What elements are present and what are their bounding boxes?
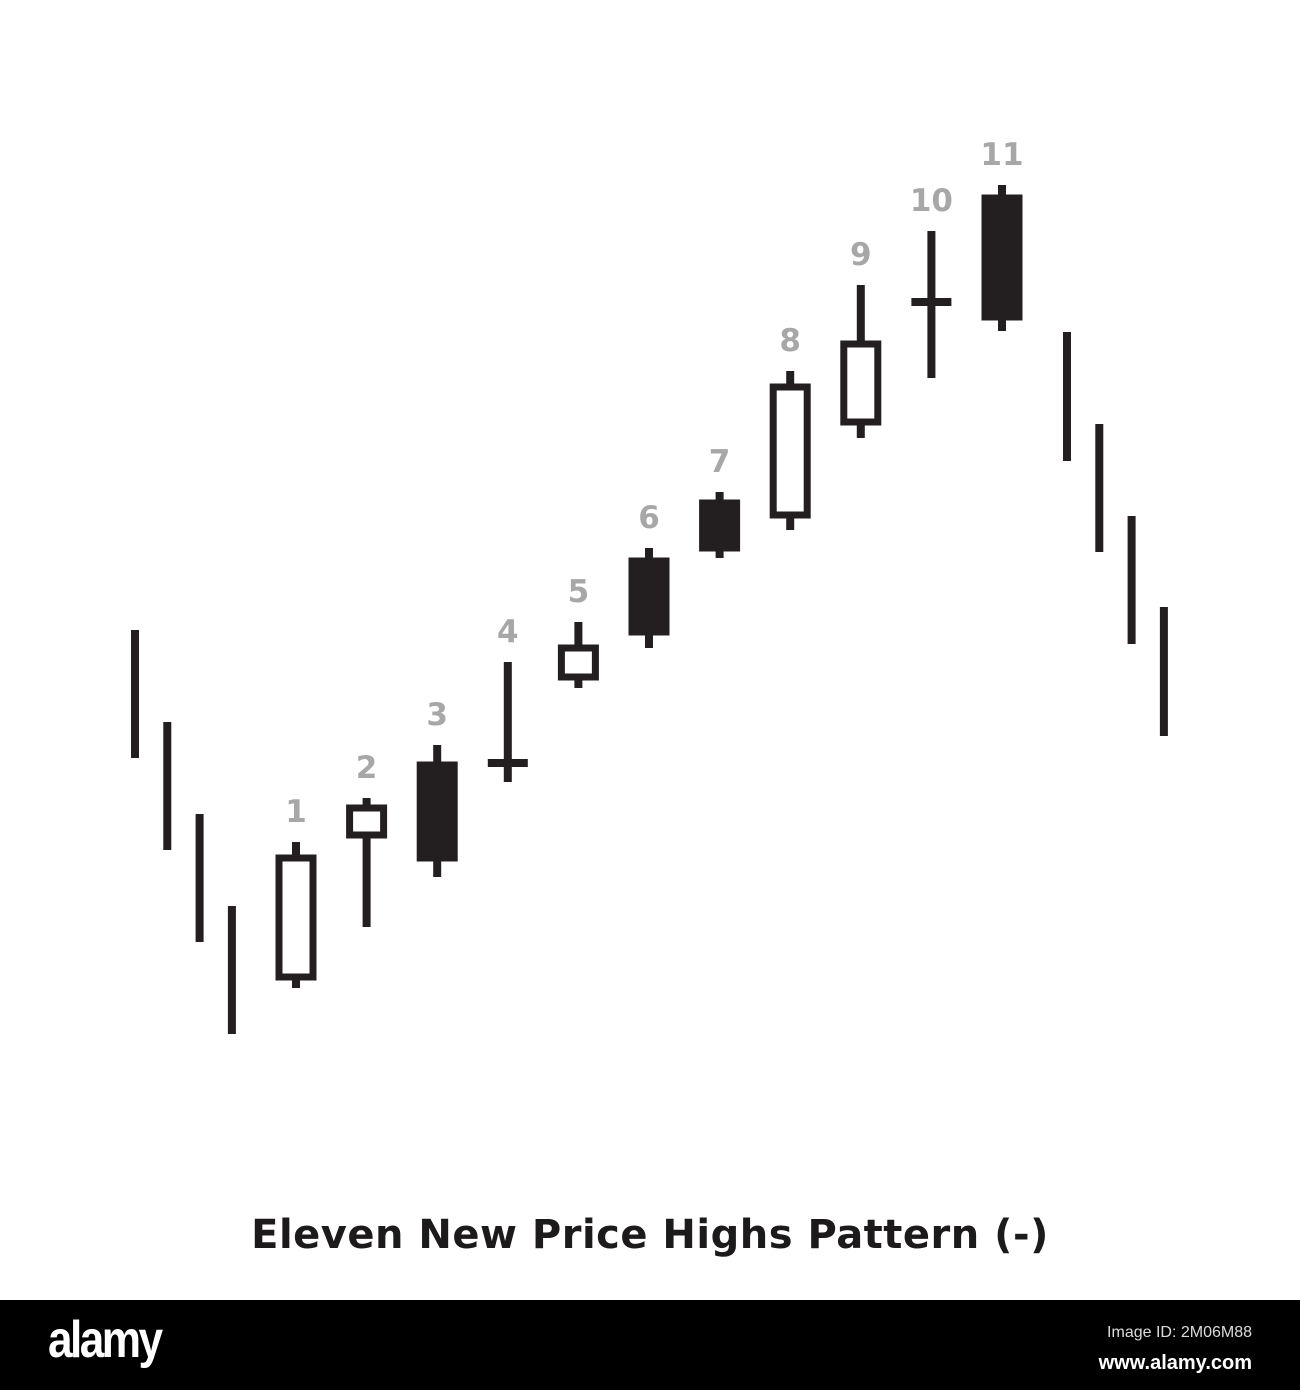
doji-crossbar	[911, 298, 952, 306]
candle-body-bearish	[981, 194, 1023, 321]
watermark-footer: alamy Image ID: 2M06M88 www.alamy.com	[0, 1300, 1300, 1390]
candle-number-label: 7	[709, 444, 731, 480]
watermark-url: www.alamy.com	[1098, 1352, 1252, 1374]
candle-body-bullish	[275, 854, 317, 981]
chart-title: Eleven New Price Highs Pattern (-)	[251, 1212, 1049, 1258]
candle-number-label: 4	[497, 614, 519, 650]
candlestick-chart: 1 2 3 4 5 6 7 8 9 10 11	[131, 137, 1168, 1034]
follow-bar	[1127, 516, 1136, 644]
candle-body-bearish	[628, 557, 670, 636]
follow-bar	[1159, 607, 1168, 736]
lead-in-bar	[227, 906, 236, 1034]
candle-number-label: 11	[980, 137, 1023, 173]
candle-body-bullish	[346, 804, 388, 839]
alamy-logo: alamy	[48, 1311, 163, 1369]
follow-bar	[1063, 332, 1071, 461]
candle-number-label: 3	[426, 697, 448, 733]
candle-body-bullish	[840, 340, 882, 426]
doji-crossbar	[487, 759, 528, 767]
candle-body-bearish	[699, 499, 741, 552]
candle-body-bearish	[416, 761, 458, 862]
candle-wick	[503, 662, 512, 782]
candle-body-bullish	[769, 383, 811, 519]
candle-number-label: 6	[638, 500, 660, 536]
lead-in-bar	[163, 722, 172, 850]
candle-wick	[362, 798, 371, 927]
candle-number-label: 1	[285, 794, 307, 830]
image-id: Image ID: 2M06M88	[1107, 1324, 1252, 1341]
candle-number-label: 8	[779, 323, 801, 359]
candle-number-label: 5	[568, 574, 590, 610]
follow-bar	[1095, 424, 1104, 552]
candle-number-label: 2	[356, 750, 378, 786]
candle-body-bullish	[557, 644, 599, 681]
candle-number-label: 10	[910, 183, 953, 219]
candle-number-label: 9	[850, 237, 872, 273]
lead-in-bar	[195, 814, 204, 942]
lead-in-bar	[131, 630, 139, 758]
